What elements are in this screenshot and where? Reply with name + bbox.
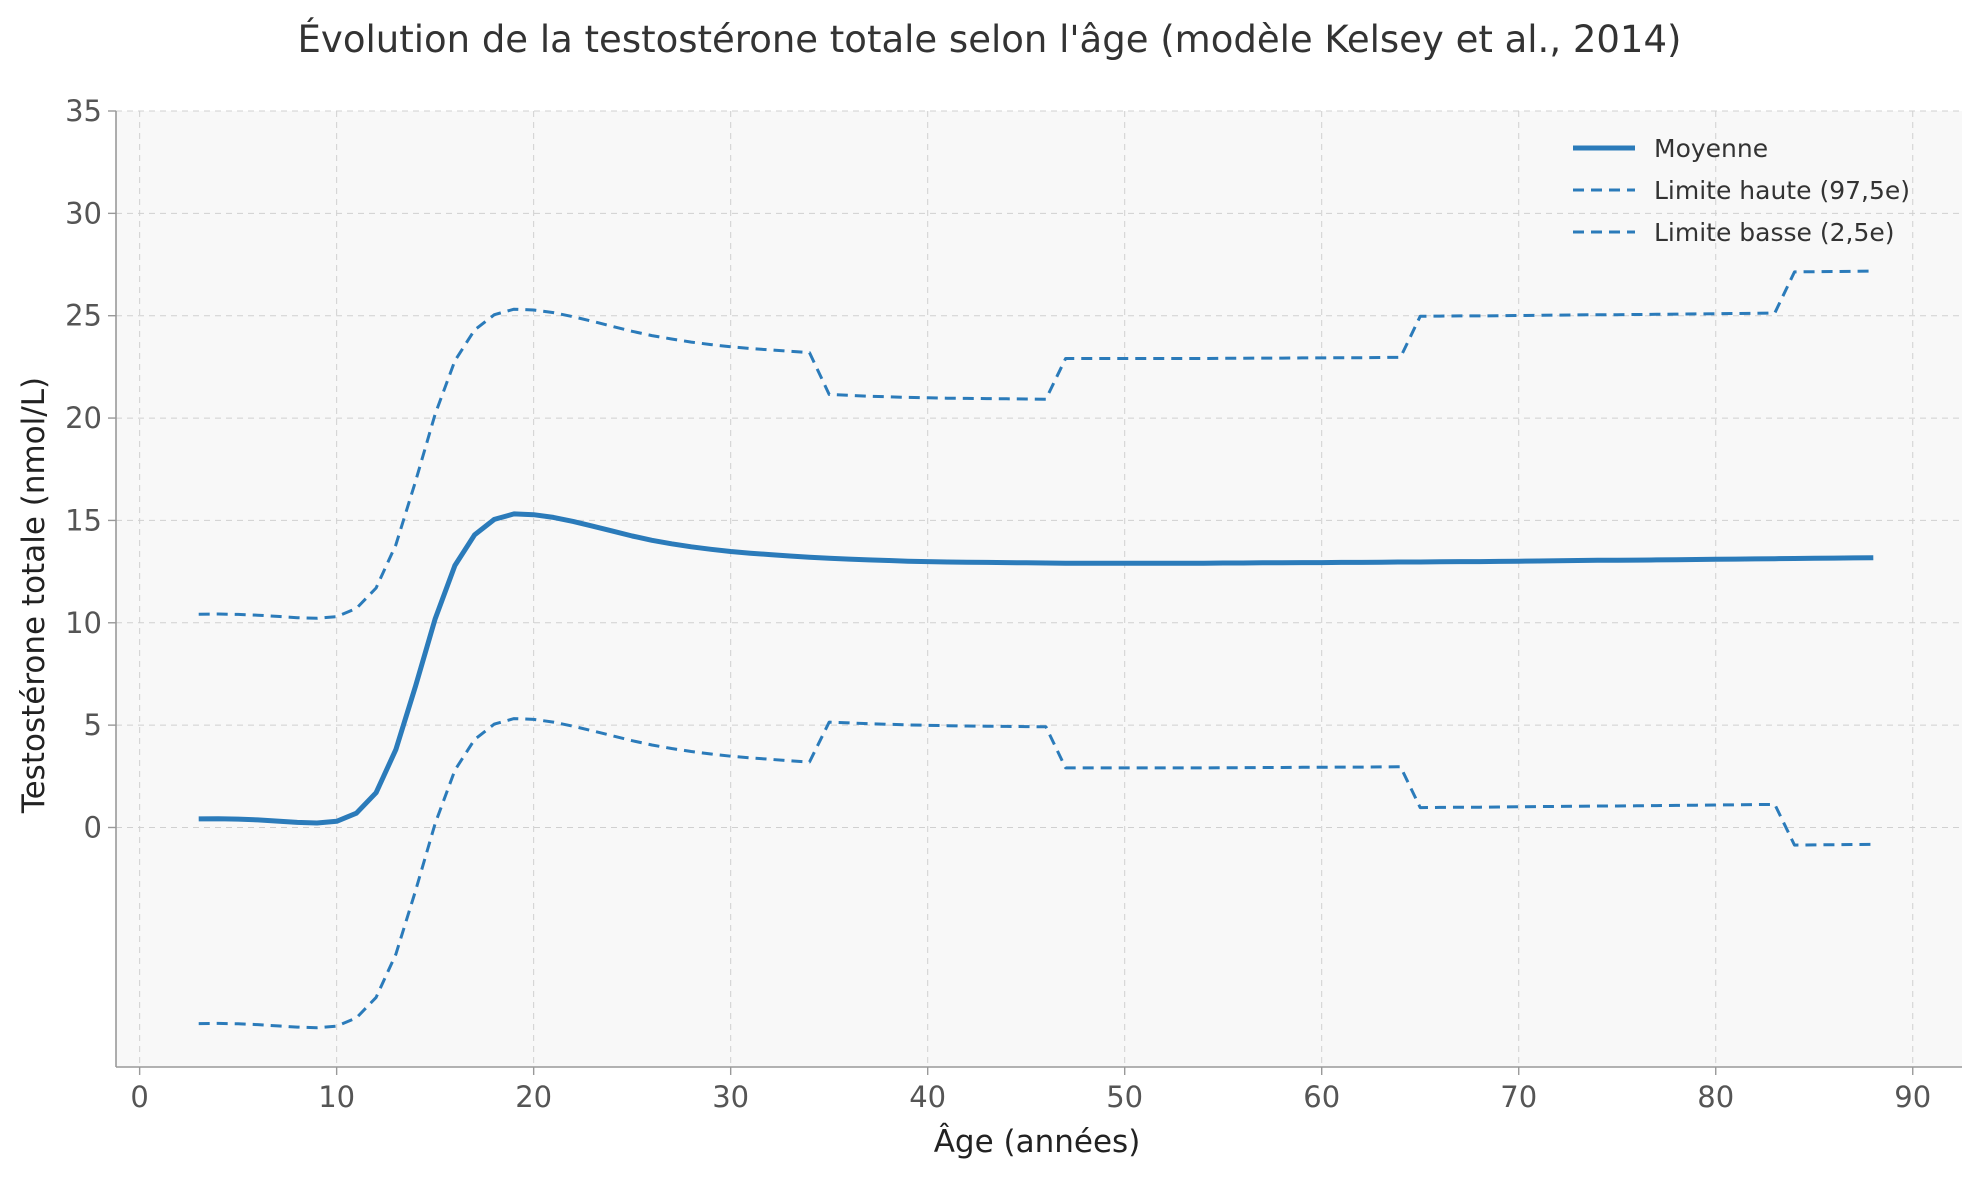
legend: Moyenne Limite haute (97,5e) Limite basse … <box>1573 134 1910 247</box>
x-tick-label: 50 <box>1106 1080 1143 1114</box>
y-axis: 0 5 10 15 20 25 30 35 <box>65 94 116 844</box>
y-tick-label: 25 <box>65 299 102 333</box>
x-tick-label: 80 <box>1697 1080 1734 1114</box>
x-tick-label: 10 <box>318 1080 355 1114</box>
y-tick-label: 15 <box>65 503 102 537</box>
y-tick-label: 5 <box>84 708 102 742</box>
x-tick-label: 70 <box>1500 1080 1537 1114</box>
series-line-1 <box>198 269 1874 620</box>
legend-entry-label: Moyenne <box>1654 134 1768 163</box>
series-line-2 <box>198 717 1874 1030</box>
y-tick-label: 0 <box>84 810 102 844</box>
x-axis-label: Âge (années) <box>934 1124 1141 1160</box>
chart-title: Évolution de la testostérone totale selo… <box>297 18 1682 61</box>
grid <box>116 110 1962 1067</box>
x-tick-label: 20 <box>515 1080 552 1114</box>
x-tick-label: 60 <box>1303 1080 1340 1114</box>
y-axis-label: Testostérone totale (nmol/L) <box>16 377 52 814</box>
legend-entry-label: Limite haute (97,5e) <box>1654 176 1910 205</box>
legend-entry-label: Limite basse (2,5e) <box>1654 218 1895 247</box>
series-group <box>198 269 1874 1030</box>
x-tick-label: 0 <box>130 1080 148 1114</box>
x-tick-label: 90 <box>1894 1080 1931 1114</box>
x-axis: 0 10 20 30 40 50 60 70 80 90 <box>130 1067 1931 1114</box>
y-tick-label: 10 <box>65 606 102 640</box>
plot-area <box>116 111 1962 1067</box>
y-tick-label: 20 <box>65 401 102 435</box>
series-line-0 <box>198 511 1874 826</box>
axes <box>115 111 1962 1068</box>
x-tick-label: 30 <box>712 1080 749 1114</box>
y-tick-label: 35 <box>65 94 102 128</box>
y-tick-label: 30 <box>65 196 102 230</box>
x-tick-label: 40 <box>909 1080 946 1114</box>
